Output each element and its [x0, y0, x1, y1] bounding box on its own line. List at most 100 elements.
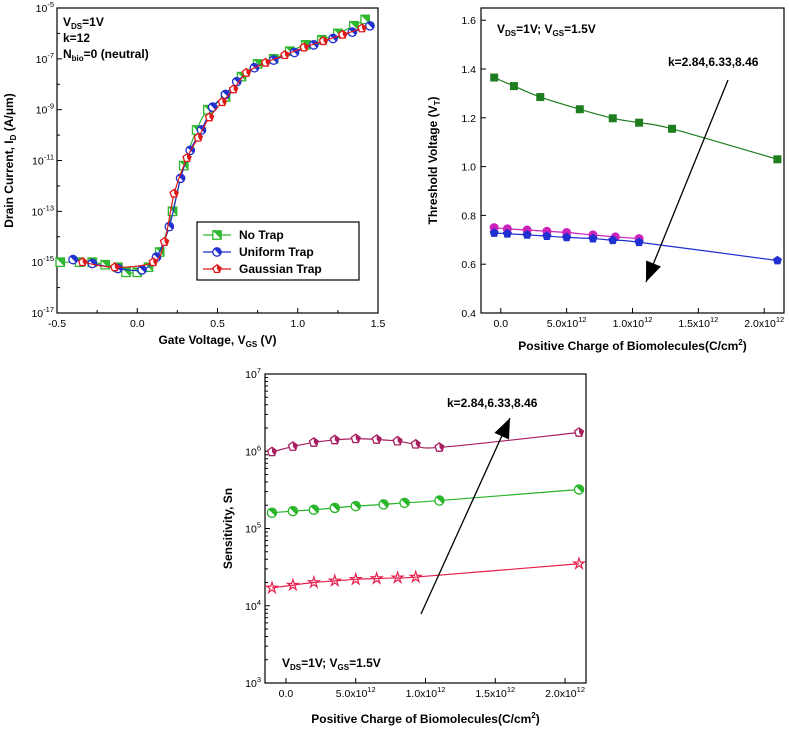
data-point-fill: [265, 58, 270, 67]
data-point-fill: [246, 68, 251, 77]
data-point-fill: [360, 15, 370, 24]
data-point-fill: [310, 505, 318, 513]
annotation-bias-part: V: [282, 656, 290, 670]
x-tick-label-exp: 12: [776, 315, 784, 324]
data-point: [575, 105, 584, 114]
series-line: [493, 76, 778, 160]
data-point-fill: [579, 427, 584, 437]
data-point-fill: [397, 436, 402, 445]
x-tick-label-base: 1.5x10: [678, 318, 710, 330]
data-point-fill: [82, 257, 87, 266]
x-tick-label-exp: 12: [710, 315, 718, 324]
y-tick-label-base: 10: [36, 54, 48, 66]
data-point-fill: [233, 85, 238, 93]
legend-marker: [212, 263, 222, 274]
x-tick-label: 5.0x1012: [336, 685, 376, 700]
data-point-fill: [355, 434, 361, 443]
y-tick-label-exp: 5: [257, 521, 261, 530]
data-point-fill: [334, 435, 340, 444]
y-tick-label: 1.2: [461, 113, 476, 125]
data-point-outline: [571, 556, 587, 570]
data-point: [350, 433, 361, 444]
annotation: VDS=1V: [63, 15, 104, 31]
x-tick-label: 1.0x1012: [406, 685, 446, 700]
annotation-bias: VDS=1V; VGS=1.5V: [282, 656, 381, 672]
y-axis-label-part: T: [433, 100, 442, 105]
legend-item: No Trap: [203, 228, 284, 242]
y-tick-label: 0.8: [461, 210, 476, 222]
data-point-fill: [323, 36, 328, 45]
data-point: [287, 505, 299, 517]
y-tick-label-base: 10: [245, 601, 257, 613]
data-point: [536, 93, 545, 102]
x-axis-label-part: (V): [257, 333, 276, 347]
y-tick-label-base: 10: [32, 156, 44, 168]
data-point: [193, 132, 203, 142]
x-axis-label-part: ): [743, 339, 747, 353]
data-point: [55, 257, 66, 268]
legend-label: No Trap: [239, 228, 284, 242]
data-point-fill: [436, 496, 444, 504]
data-point: [542, 231, 552, 241]
annotation-bias-part: GS: [553, 29, 565, 38]
legend-label: Uniform Trap: [239, 245, 314, 259]
x-axis-label-part: Positive Charge of Biomolecules(C/cm: [518, 339, 738, 353]
y-tick-label: 106: [245, 443, 261, 458]
series-k-6-33: [266, 484, 585, 518]
data-point-fill: [164, 237, 169, 246]
legend: No Trap Uniform Trap Gaussian Trap: [196, 221, 360, 281]
legend-marker: [212, 230, 222, 240]
annotation-bias-part: V: [497, 22, 505, 36]
data-point: [260, 57, 271, 67]
x-tick-label-exp: 12: [437, 685, 445, 694]
y-tick-label-base: 10: [31, 308, 43, 320]
data-point: [264, 580, 280, 595]
data-point-fill: [313, 437, 319, 447]
legend-marker-fill: [212, 230, 222, 240]
x-tick-label-base: 0.0: [279, 688, 294, 700]
x-axis-label: Gate Voltage, VGS (V): [158, 333, 276, 349]
data-point: [390, 570, 405, 584]
data-point: [169, 188, 179, 198]
data-point-fill: [376, 434, 382, 444]
data-point-fill: [284, 50, 289, 59]
data-point: [522, 230, 532, 239]
y-tick-label: 10-7: [36, 51, 54, 66]
data-point: [573, 484, 585, 495]
y-tick-label: 105: [245, 521, 261, 536]
data-point-fill: [198, 133, 203, 142]
y-tick-label: 103: [245, 675, 261, 690]
plot-frame: [480, 7, 785, 314]
data-point: [329, 502, 341, 514]
y-tick-label-base: 10: [31, 257, 43, 269]
data-point-fill: [209, 103, 217, 111]
data-point: [378, 499, 389, 510]
trend-arrow: [645, 79, 729, 283]
annotation-part: V: [63, 15, 71, 29]
data-point: [502, 228, 512, 238]
x-axis-label: Positive Charge of Biomolecules(C/cm2): [311, 711, 540, 726]
data-point-fill: [361, 24, 366, 32]
trend-arrow-head: [494, 418, 510, 440]
x-tick-label: 0.0: [493, 318, 508, 330]
data-point-fill: [289, 506, 298, 515]
data-point-fill: [139, 266, 146, 273]
y-tick-label: 1.0: [461, 162, 476, 174]
data-point-outline: [348, 571, 363, 586]
data-point: [399, 497, 410, 509]
x-tick-label-base: 1.0x10: [406, 688, 438, 700]
y-axis-label: Drain Current, ID (A/μm): [2, 93, 18, 227]
data-point: [287, 441, 299, 451]
data-point-fill: [268, 508, 277, 516]
y-axis-label: Sensitivity, Sn: [221, 488, 235, 569]
x-axis-label-part: ): [536, 712, 540, 726]
data-point: [308, 504, 320, 515]
data-point-fill: [174, 189, 179, 197]
x-tick-label-exp: 12: [507, 685, 515, 694]
data-point-fill: [187, 153, 191, 162]
y-tick-label-exp: 3: [257, 675, 261, 684]
y-tick-label: 10-13: [31, 203, 54, 218]
y-axis-label: Threshold Voltage (VT): [426, 96, 442, 224]
data-point: [148, 257, 159, 267]
data-point: [318, 36, 329, 46]
